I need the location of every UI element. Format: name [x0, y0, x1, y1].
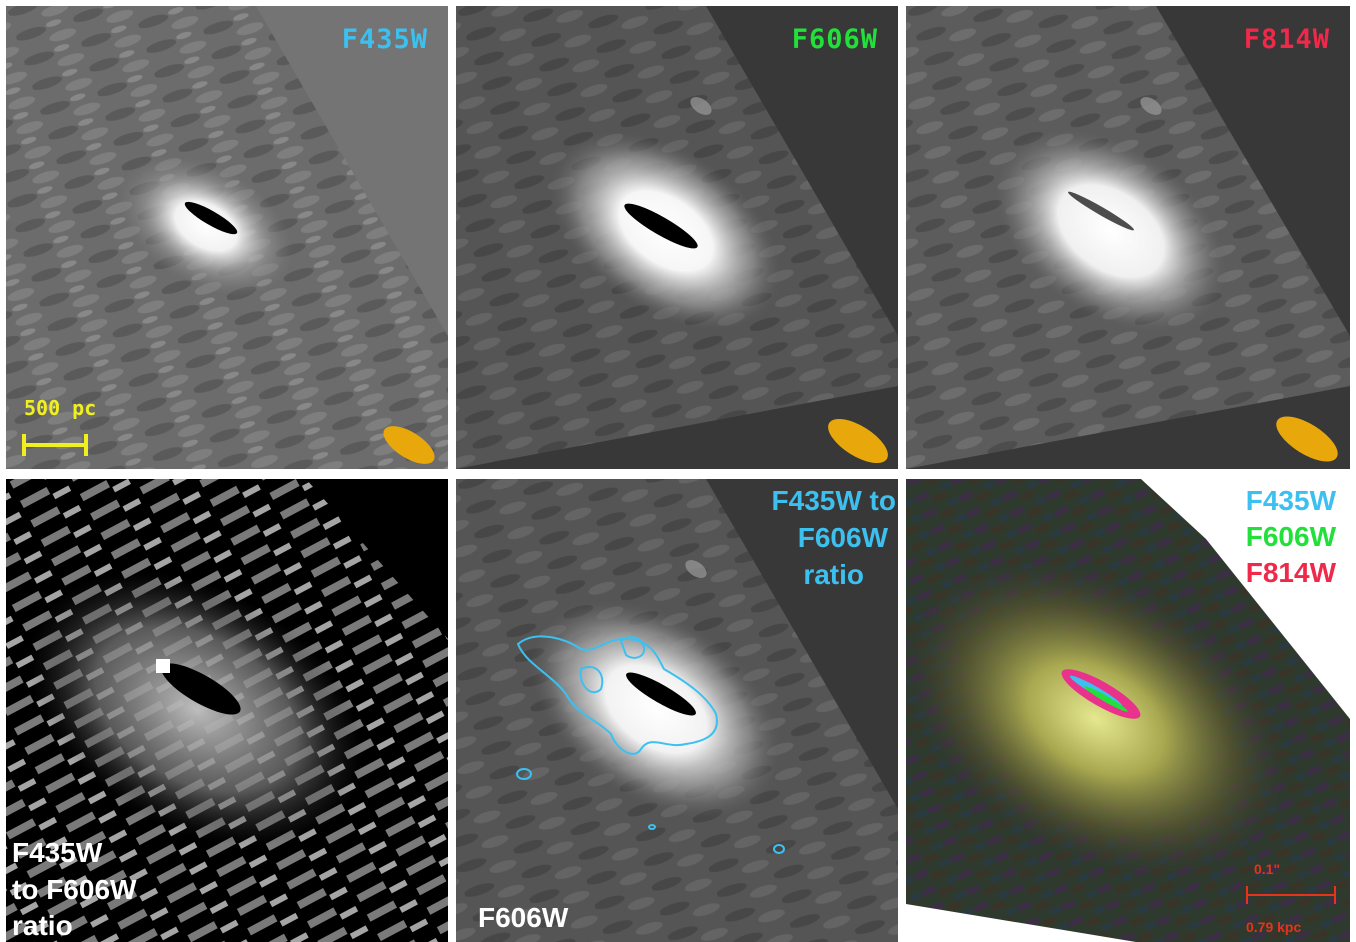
ratio-map-image — [6, 479, 448, 942]
rgb-legend-f606w: F606W — [1245, 521, 1336, 552]
ratio-contour — [773, 844, 785, 854]
f606w-panel: F606W — [456, 6, 898, 469]
ratio-contour — [619, 636, 646, 659]
f814w-label: F814W — [1243, 24, 1330, 55]
f435w-label: F435W — [341, 24, 428, 55]
ratio-map-label-line2: to F606W — [12, 874, 137, 905]
rgb-scale-angular: 0.1" — [1254, 861, 1281, 877]
rgb-scale-physical: 0.79 kpc — [1246, 919, 1302, 935]
core-artifact — [184, 201, 238, 235]
rgb-composite-image — [906, 479, 1350, 942]
f435w-panel: F435W 500 pc — [6, 6, 448, 469]
f435w-image — [6, 6, 448, 469]
rgb-scale-bar — [1246, 894, 1336, 896]
base-image-label: F606W — [478, 902, 569, 933]
rgb-scale-bar-left-tick — [1246, 886, 1248, 904]
overlay-label-line3: ratio — [803, 559, 864, 590]
f606w-label: F606W — [791, 24, 878, 55]
ratio-map-panel: F435W to F606W ratio — [6, 479, 448, 942]
overlay-label-line2: F606W — [797, 522, 888, 553]
ratio-map-label-line1: F435W — [12, 837, 103, 868]
scale-bar-right-tick — [84, 434, 88, 456]
ratio-contour — [579, 666, 604, 694]
f814w-image — [906, 6, 1350, 469]
contour-overlay-panel: F435W to F606W ratio F606W — [456, 479, 898, 942]
ratio-contour — [648, 824, 656, 830]
scale-bar — [22, 443, 86, 447]
ratio-contour — [516, 635, 718, 755]
ratio-map-label-line3: ratio — [12, 910, 73, 941]
rgb-composite-panel: F435W F606W F814W 0.1" 0.79 kpc — [906, 479, 1350, 942]
scale-bar-label: 500 pc — [24, 396, 97, 420]
rgb-scale-bar-right-tick — [1334, 886, 1336, 904]
ratio-contour — [516, 768, 532, 780]
scale-bar-left-tick — [22, 434, 26, 456]
rgb-legend-f814w: F814W — [1245, 557, 1336, 588]
contour-overlay-image — [456, 479, 898, 942]
f606w-image — [456, 6, 898, 469]
overlay-label-line1: F435W to — [771, 485, 896, 516]
f814w-panel: F814W — [906, 6, 1350, 469]
rgb-legend-f435w: F435W — [1245, 485, 1336, 516]
